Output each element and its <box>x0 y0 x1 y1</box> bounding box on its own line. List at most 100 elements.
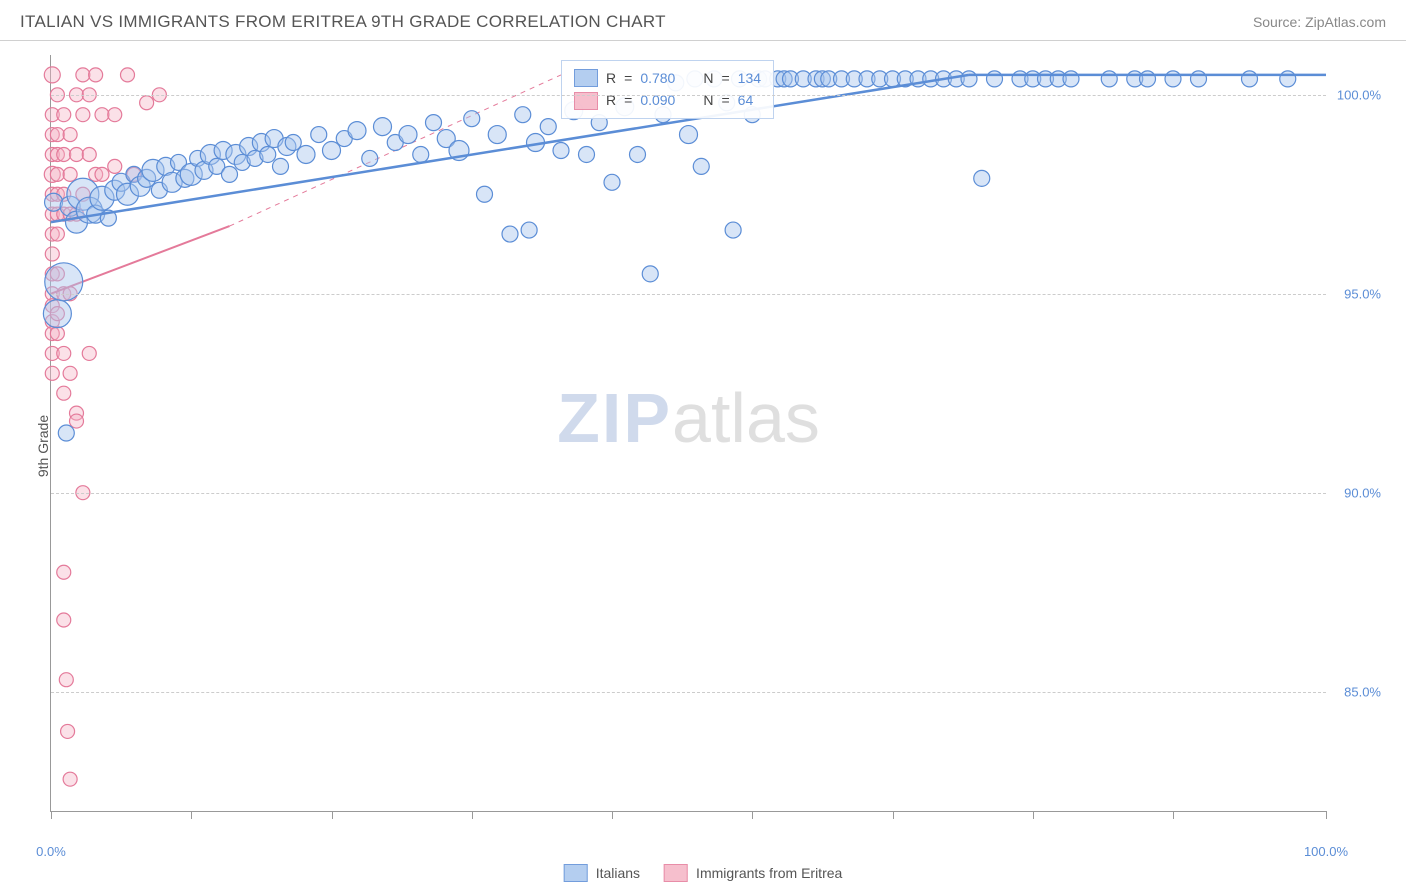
scatter-point <box>1101 71 1117 87</box>
scatter-point <box>260 146 276 162</box>
scatter-point <box>1165 71 1181 87</box>
scatter-point <box>1191 71 1207 87</box>
scatter-point <box>311 127 327 143</box>
legend-n-value: 134 <box>738 67 761 89</box>
scatter-point <box>89 68 103 82</box>
scatter-point <box>108 108 122 122</box>
scatter-point <box>50 128 64 142</box>
scatter-point <box>1242 71 1258 87</box>
scatter-point <box>680 126 698 144</box>
scatter-point <box>57 346 71 360</box>
scatter-point <box>70 147 84 161</box>
bottom-legend-label: Italians <box>596 865 640 881</box>
scatter-point <box>63 366 77 380</box>
scatter-point <box>63 167 77 181</box>
scatter-point <box>1140 71 1156 87</box>
scatter-point <box>1063 71 1079 87</box>
legend-r-label: R <box>606 67 616 89</box>
legend-r-value: 0.780 <box>640 67 675 89</box>
source-name: ZipAtlas.com <box>1305 14 1386 30</box>
ytick-label: 90.0% <box>1344 485 1381 500</box>
xtick <box>51 811 52 819</box>
scatter-point <box>50 327 64 341</box>
stat-legend-row: R=0.780N=134 <box>574 67 761 89</box>
xtick-label-right: 100.0% <box>1304 844 1348 859</box>
plot-region: ZIPatlas R=0.780N=134R=0.090N=64 85.0%90… <box>50 55 1326 812</box>
scatter-point <box>58 425 74 441</box>
scatter-point <box>297 145 315 163</box>
legend-swatch <box>664 864 688 882</box>
trend-line <box>51 75 969 222</box>
plot-svg <box>51 55 1326 811</box>
scatter-point <box>348 122 366 140</box>
legend-r-label: R <box>606 89 616 111</box>
gridline-h <box>51 294 1326 295</box>
scatter-point <box>63 128 77 142</box>
bottom-legend-item: Italians <box>564 864 640 882</box>
chart-area: 9th Grade ZIPatlas R=0.780N=134R=0.090N=… <box>50 55 1386 837</box>
scatter-point <box>426 115 442 131</box>
xtick <box>1033 811 1034 819</box>
scatter-point <box>57 108 71 122</box>
source-label: Source: <box>1253 14 1301 30</box>
scatter-point <box>76 68 90 82</box>
scatter-point <box>45 247 59 261</box>
scatter-point <box>1280 71 1296 87</box>
scatter-point <box>974 170 990 186</box>
scatter-point <box>693 158 709 174</box>
scatter-point <box>50 167 64 181</box>
y-axis-label: 9th Grade <box>35 415 51 477</box>
scatter-point <box>630 146 646 162</box>
scatter-point <box>488 126 506 144</box>
scatter-point <box>59 673 73 687</box>
scatter-point <box>57 565 71 579</box>
scatter-point <box>725 222 741 238</box>
legend-r-value: 0.090 <box>640 89 675 111</box>
scatter-point <box>61 724 75 738</box>
xtick <box>1326 811 1327 819</box>
scatter-point <box>121 68 135 82</box>
scatter-point <box>108 159 122 173</box>
scatter-point <box>604 174 620 190</box>
scatter-point <box>374 118 392 136</box>
xtick <box>472 811 473 819</box>
legend-eq: = <box>624 67 632 89</box>
xtick <box>191 811 192 819</box>
legend-eq: = <box>721 89 729 111</box>
source-credit: Source: ZipAtlas.com <box>1253 14 1386 30</box>
scatter-point <box>45 366 59 380</box>
scatter-point <box>44 67 60 83</box>
ytick-label: 100.0% <box>1337 87 1381 102</box>
scatter-point <box>399 126 417 144</box>
scatter-point <box>70 414 84 428</box>
scatter-point <box>76 108 90 122</box>
scatter-point <box>642 266 658 282</box>
scatter-point <box>553 142 569 158</box>
scatter-point <box>502 226 518 242</box>
scatter-point <box>961 71 977 87</box>
bottom-legend-item: Immigrants from Eritrea <box>664 864 842 882</box>
xtick <box>1173 811 1174 819</box>
chart-title: ITALIAN VS IMMIGRANTS FROM ERITREA 9TH G… <box>20 12 666 32</box>
legend-swatch <box>564 864 588 882</box>
scatter-point <box>362 150 378 166</box>
scatter-point <box>273 158 289 174</box>
scatter-point <box>63 772 77 786</box>
scatter-point <box>82 346 96 360</box>
legend-n-value: 64 <box>738 89 754 111</box>
gridline-h <box>51 95 1326 96</box>
scatter-point <box>50 227 64 241</box>
legend-eq: = <box>624 89 632 111</box>
xtick <box>752 811 753 819</box>
ytick-label: 85.0% <box>1344 684 1381 699</box>
legend-n-label: N <box>703 67 713 89</box>
scatter-point <box>222 166 238 182</box>
scatter-point <box>515 107 531 123</box>
bottom-legend: Italians Immigrants from Eritrea <box>564 864 843 882</box>
scatter-point <box>43 300 71 328</box>
legend-n-label: N <box>703 89 713 111</box>
stat-legend-box: R=0.780N=134R=0.090N=64 <box>561 60 774 119</box>
ytick-label: 95.0% <box>1344 286 1381 301</box>
bottom-legend-label: Immigrants from Eritrea <box>696 865 842 881</box>
scatter-point <box>579 146 595 162</box>
